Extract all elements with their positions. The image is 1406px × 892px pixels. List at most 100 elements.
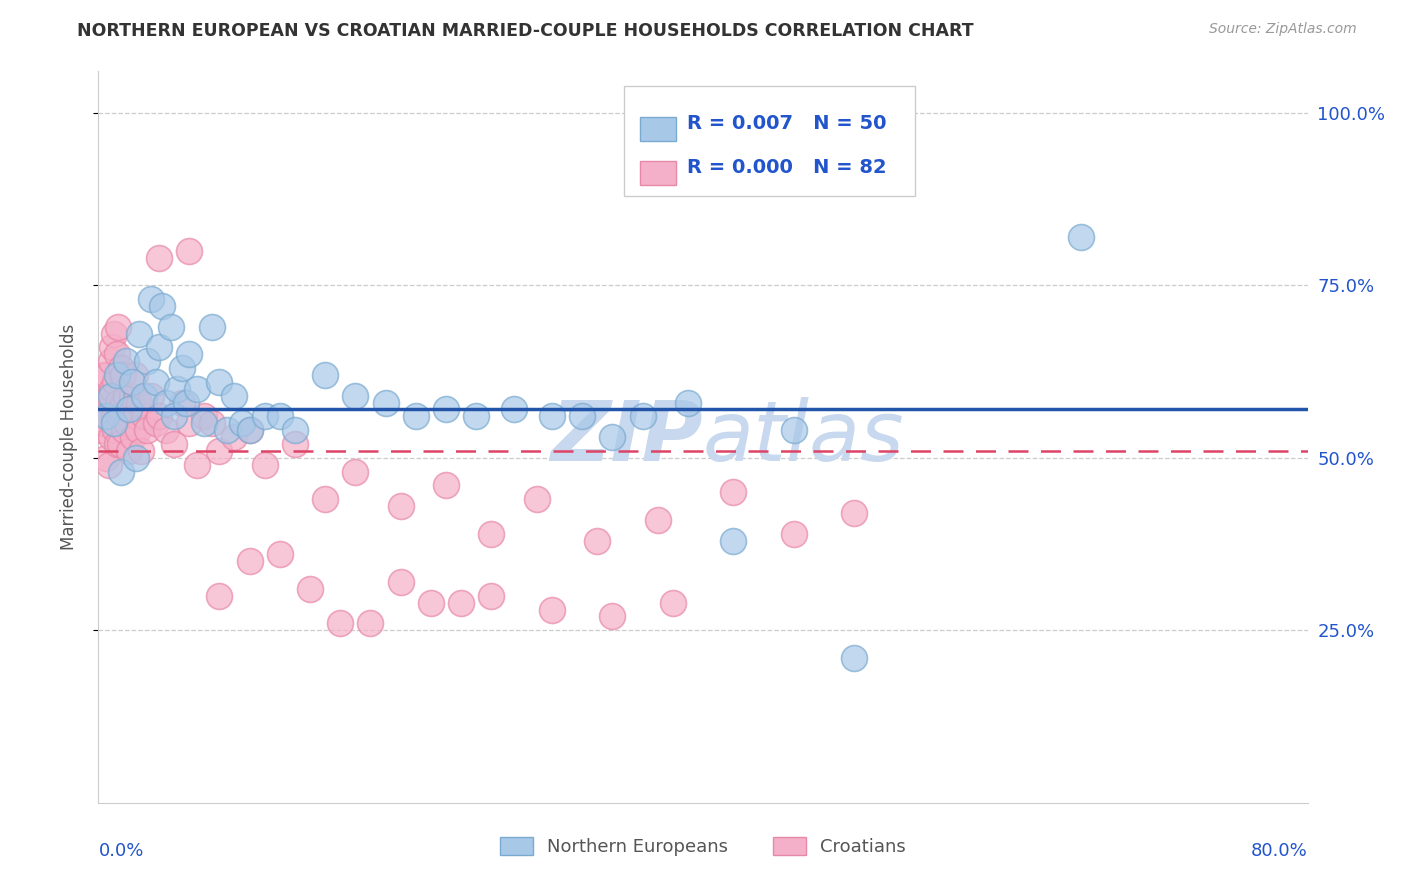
Point (103, 417, 125, 431)
Point (121, 389, 143, 403)
Point (481, 589, 503, 603)
Point (783, 526, 806, 541)
Point (108, 437, 131, 451)
Point (111, 368, 134, 382)
Point (98, 389, 121, 403)
Point (118, 402, 141, 417)
Point (299, 582, 322, 596)
Point (179, 244, 201, 258)
Point (93, 368, 115, 382)
Point (135, 423, 157, 437)
Point (374, 395, 396, 409)
Point (253, 409, 276, 424)
Point (166, 382, 188, 396)
Point (239, 423, 262, 437)
Point (723, 533, 745, 548)
Point (170, 395, 193, 409)
Text: ZIP: ZIP (550, 397, 703, 477)
Point (148, 340, 170, 354)
Point (571, 409, 593, 424)
Point (122, 430, 145, 444)
Point (94, 450, 117, 465)
Point (163, 409, 186, 424)
Point (141, 292, 163, 306)
Point (110, 465, 132, 479)
Point (389, 574, 412, 589)
Point (344, 389, 367, 403)
Text: 0.0%: 0.0% (98, 842, 143, 860)
Point (103, 326, 125, 341)
Point (465, 409, 488, 424)
Point (96, 409, 118, 424)
Point (129, 443, 152, 458)
Point (314, 492, 336, 507)
Point (844, 651, 866, 665)
Point (91, 395, 114, 409)
Point (208, 375, 231, 389)
Point (111, 395, 134, 409)
Point (110, 402, 132, 417)
Text: atlas: atlas (703, 397, 904, 477)
Point (105, 368, 128, 382)
Point (329, 616, 352, 631)
Point (128, 395, 150, 409)
Point (105, 437, 128, 451)
Point (179, 417, 201, 431)
Point (602, 609, 624, 624)
Point (94, 409, 117, 424)
Point (503, 402, 526, 417)
Point (160, 319, 183, 334)
Point (115, 417, 138, 431)
Point (128, 326, 150, 341)
Point (783, 423, 806, 437)
Point (148, 251, 170, 265)
Point (193, 409, 215, 424)
Point (125, 409, 148, 424)
Point (114, 354, 136, 368)
Point (145, 375, 167, 389)
Point (661, 596, 683, 610)
Point (647, 513, 669, 527)
Point (98, 458, 121, 472)
Point (104, 375, 127, 389)
Point (105, 347, 128, 361)
Point (314, 368, 336, 382)
Point (163, 437, 186, 451)
Text: R = 0.000   N = 82: R = 0.000 N = 82 (688, 158, 887, 177)
Point (100, 354, 122, 368)
Point (124, 368, 146, 382)
Point (405, 409, 427, 424)
Text: 80.0%: 80.0% (1251, 842, 1308, 860)
Point (844, 506, 866, 520)
Point (110, 361, 132, 376)
Point (155, 395, 177, 409)
Point (193, 417, 215, 431)
Point (108, 409, 131, 424)
Point (269, 409, 291, 424)
Point (141, 389, 163, 403)
Point (253, 458, 276, 472)
Point (170, 361, 193, 376)
Point (284, 423, 307, 437)
Point (120, 402, 142, 417)
Point (269, 548, 291, 562)
Point (201, 417, 224, 431)
Point (125, 450, 148, 465)
Point (481, 526, 503, 541)
Point (420, 596, 443, 610)
Point (93, 417, 115, 431)
FancyBboxPatch shape (624, 86, 915, 195)
Point (434, 402, 457, 417)
Point (112, 423, 135, 437)
Point (723, 485, 745, 500)
Point (239, 554, 262, 568)
Point (121, 375, 143, 389)
Point (631, 409, 654, 424)
Point (90, 423, 112, 437)
Point (145, 417, 167, 431)
Point (602, 430, 624, 444)
Point (148, 409, 170, 424)
Point (540, 602, 562, 616)
Point (127, 423, 149, 437)
Point (150, 299, 173, 313)
